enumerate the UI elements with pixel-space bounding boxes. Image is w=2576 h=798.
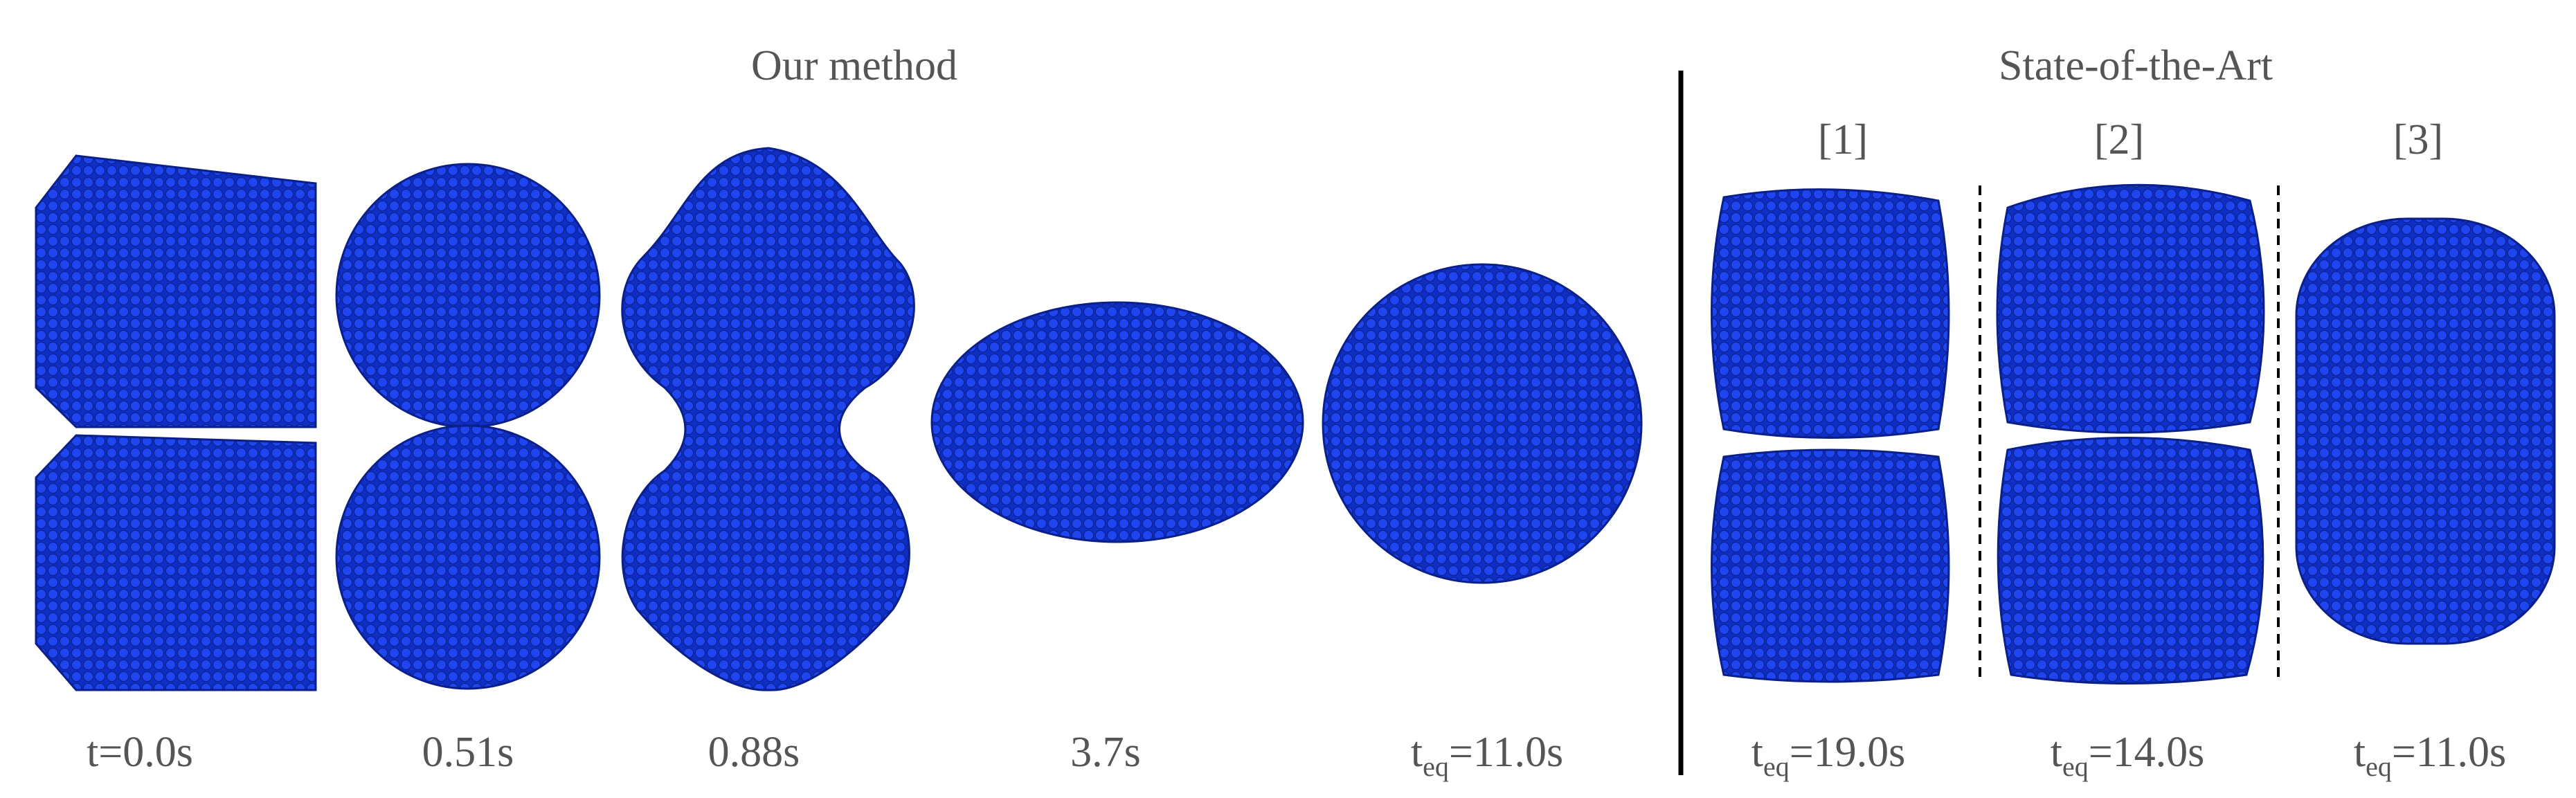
- reference-label: [2]: [2094, 116, 2144, 163]
- spheres: [335, 163, 601, 690]
- dumbbell: [621, 147, 915, 691]
- ref2-shapes: [1996, 183, 2265, 684]
- time-main: t: [1751, 729, 1763, 776]
- cubes: [35, 154, 317, 691]
- time-rest: =11.0s: [2392, 729, 2506, 776]
- time-sub: eq: [1423, 751, 1449, 782]
- time-label: 3.7s: [1070, 729, 1141, 776]
- section-title: Our method: [751, 42, 957, 89]
- time-main: t: [1411, 729, 1423, 776]
- time-sub: eq: [2366, 751, 2392, 782]
- time-label: 0.88s: [708, 729, 800, 776]
- time-label: t=0.0s: [87, 729, 193, 776]
- time-rest: =19.0s: [1790, 729, 1906, 776]
- time-rest: =14.0s: [2089, 729, 2205, 776]
- time-rest: =11.0s: [1449, 729, 1563, 776]
- time-label: teq=19.0s: [1751, 729, 1906, 782]
- sphere: [1322, 263, 1643, 584]
- time-label: teq=14.0s: [2051, 729, 2205, 782]
- time-main: t: [2354, 729, 2366, 776]
- time-label: 0.51s: [422, 729, 514, 776]
- reference-label: [1]: [1818, 116, 1868, 163]
- reference-label: [3]: [2393, 116, 2443, 163]
- time-sub: eq: [1763, 751, 1790, 782]
- ref3-shape: [2295, 217, 2556, 645]
- ref1-shapes: [1711, 188, 1950, 683]
- section-title: State-of-the-Art: [1999, 42, 2273, 89]
- time-label: teq=11.0s: [2354, 729, 2506, 782]
- time-main: t: [2051, 729, 2062, 776]
- time-label: teq=11.0s: [1411, 729, 1563, 782]
- ellipsoid: [930, 301, 1304, 543]
- time-sub: eq: [2062, 751, 2089, 782]
